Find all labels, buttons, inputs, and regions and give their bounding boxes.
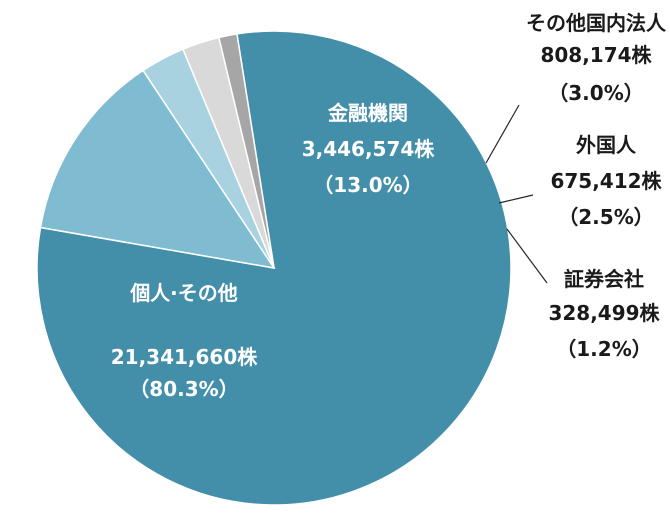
slice-label-percent: （13.0%） xyxy=(313,173,422,197)
leader-line-4 xyxy=(506,228,548,284)
slice-label-value: 675,412株 xyxy=(550,169,662,193)
slice-label-name: 証券会社 xyxy=(564,267,644,291)
pie-slice-1 xyxy=(39,69,276,270)
slice-label-value: 808,174株 xyxy=(540,43,652,67)
slice-label-percent: （80.3%） xyxy=(129,377,238,401)
pie-slice-4 xyxy=(217,33,275,269)
leader-line-3 xyxy=(498,194,534,204)
slice-label-value: 21,341,660株 xyxy=(111,345,259,369)
slice-label-name: その他国内法人 xyxy=(526,11,667,35)
slice-label-name: 金融機関 xyxy=(327,101,408,125)
slice-label-percent: （1.2%） xyxy=(556,337,651,361)
slice-label-value: 3,446,574株 xyxy=(302,137,436,161)
slice-label-percent: （2.5%） xyxy=(558,205,653,229)
slice-label-name: 個人·その他 xyxy=(129,281,238,305)
slice-label-name: 外国人 xyxy=(576,133,637,157)
slice-label-percent: （3.0%） xyxy=(548,81,643,105)
leader-line-2 xyxy=(485,104,520,164)
slice-label-value: 328,499株 xyxy=(548,301,660,325)
